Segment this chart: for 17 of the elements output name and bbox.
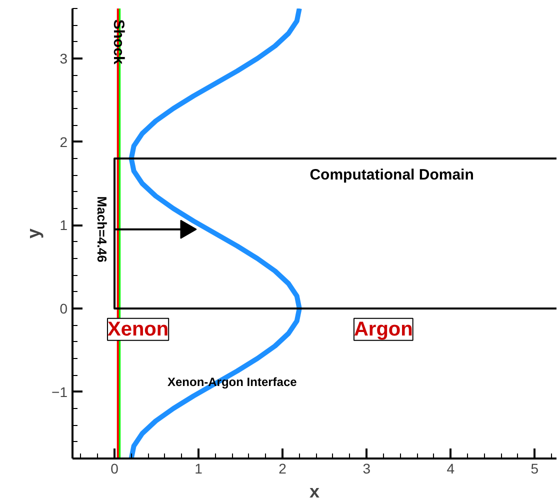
y-tick-label: −1 bbox=[52, 384, 68, 400]
annotation: Shock bbox=[110, 19, 128, 65]
y-tick-label: 0 bbox=[60, 300, 68, 316]
x-axis-title: x bbox=[309, 482, 320, 502]
x-tick-label: 5 bbox=[530, 460, 539, 476]
x-tick-label: 1 bbox=[194, 460, 203, 476]
x-tick-label: 2 bbox=[278, 460, 287, 476]
x-tick-label: 0 bbox=[110, 460, 119, 476]
x-tick-label: 4 bbox=[446, 460, 455, 476]
annotation: Computational Domain bbox=[310, 166, 474, 184]
x-tick-label: 3 bbox=[362, 460, 371, 476]
y-axis-title: y bbox=[24, 228, 44, 239]
y-tick-label: 3 bbox=[60, 50, 68, 66]
annotation: Argon bbox=[354, 318, 413, 340]
y-tick-label: 2 bbox=[60, 134, 68, 150]
y-tick-label: 1 bbox=[60, 217, 68, 234]
annotation: Mach=4.46 bbox=[94, 196, 110, 262]
